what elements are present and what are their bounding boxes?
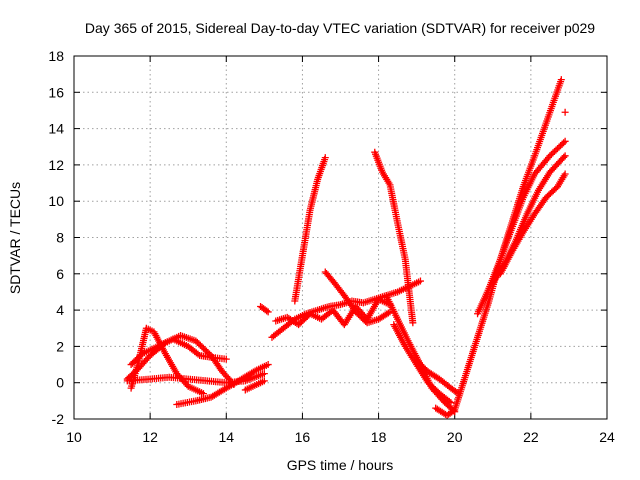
data-point [560, 139, 568, 147]
series-track-c [127, 324, 207, 398]
series-track-f [241, 377, 268, 394]
x-tick-label: 20 [447, 429, 463, 445]
x-tick-label: 22 [523, 429, 539, 445]
series-track-g [257, 302, 272, 316]
x-tick-labels: 10 12 14 16 18 20 22 24 [66, 429, 615, 445]
series-track-m [382, 292, 459, 416]
y-tick-label: 0 [56, 375, 64, 391]
y-tick-label: 14 [48, 121, 64, 137]
data-point [445, 397, 453, 405]
y-tick-label: 16 [48, 84, 64, 100]
x-tick-label: 18 [371, 429, 387, 445]
data-point [321, 154, 329, 162]
data-point [561, 170, 569, 178]
y-tick-label: -2 [52, 411, 65, 427]
data-point [194, 350, 202, 358]
series-track-t [561, 108, 569, 116]
data-point [416, 277, 424, 285]
data-point [263, 307, 271, 315]
y-tick-label: 8 [56, 230, 64, 246]
data-point [561, 137, 569, 145]
y-tick-label: 2 [56, 338, 64, 354]
series-track-l [371, 148, 417, 327]
data-point [561, 108, 569, 116]
x-tick-label: 24 [599, 429, 615, 445]
y-tick-label: 10 [48, 193, 64, 209]
data-point [447, 399, 455, 407]
data-point [264, 308, 272, 316]
data-point [260, 370, 268, 378]
data-point [560, 153, 568, 161]
plot-frame [73, 55, 608, 420]
y-tick-label: 18 [48, 48, 64, 64]
y-tick-label: 6 [56, 266, 64, 282]
y-axis-label: SDTVAR / TECUs [7, 182, 23, 294]
x-tick-label: 10 [66, 429, 82, 445]
data-point [264, 361, 272, 369]
series-track-p [432, 76, 565, 419]
data-points [123, 76, 569, 419]
data-point [260, 377, 268, 385]
chart-title: Day 365 of 2015, Sidereal Day-to-day VTE… [85, 20, 595, 36]
data-point [222, 355, 230, 363]
y-tick-label: 12 [48, 157, 64, 173]
y-tick-labels: -2 0 2 4 6 8 10 12 14 16 18 [48, 48, 64, 427]
series-track-k [321, 268, 394, 327]
series-track-e [173, 361, 272, 408]
series-track-n [390, 321, 455, 407]
x-tick-label: 14 [218, 429, 234, 445]
series-track-s [496, 170, 569, 278]
x-tick-label: 16 [295, 429, 311, 445]
y-tick-label: 4 [56, 302, 64, 318]
data-point [384, 309, 392, 317]
data-point [557, 76, 565, 84]
grid [74, 56, 607, 419]
series-track-j [291, 154, 329, 305]
series-track-o [413, 357, 463, 398]
x-tick-label: 12 [142, 429, 158, 445]
x-axis-label: GPS time / hours [287, 457, 394, 473]
data-point [409, 319, 417, 327]
data-point [561, 152, 569, 160]
